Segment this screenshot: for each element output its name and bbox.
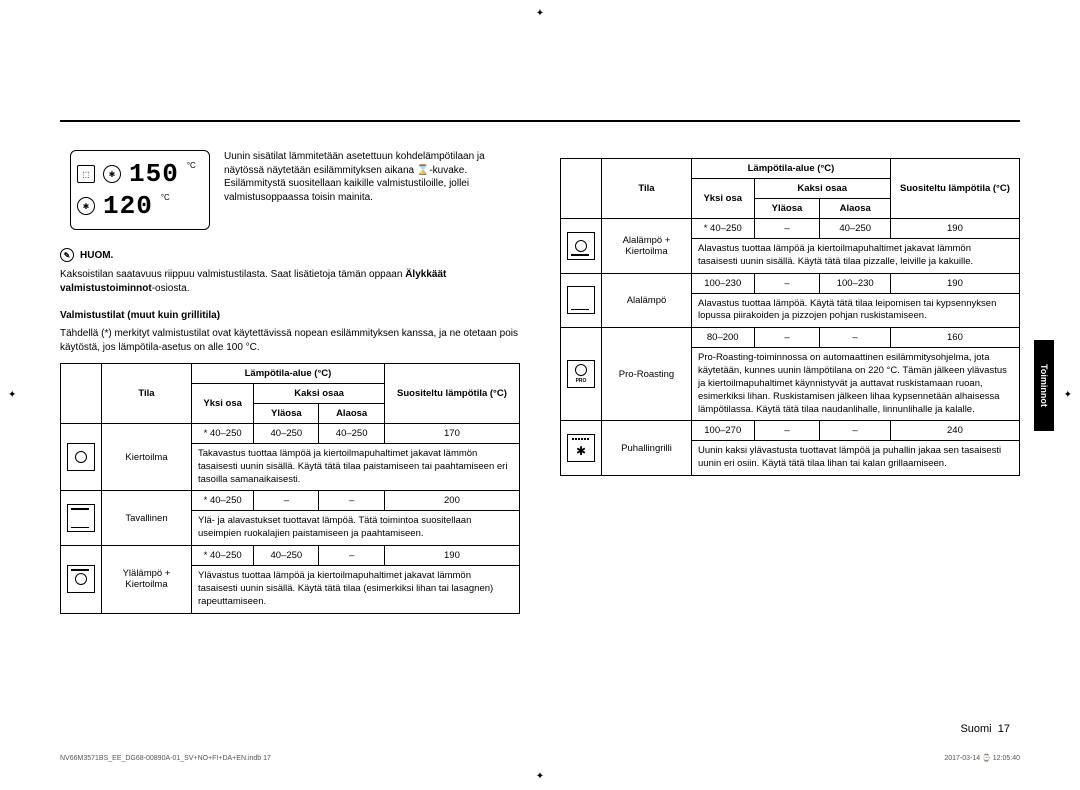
hdr-lower: Alaosa: [820, 199, 890, 219]
mode-desc: Ylä- ja alavastukset tuottavat lämpöä. T…: [192, 511, 520, 546]
page: ⬚ ✱ 150 °C ✱ 120 °C Uunin sisätilat lämm…: [60, 40, 1020, 750]
left-column: ⬚ ✱ 150 °C ✱ 120 °C Uunin sisätilat lämm…: [60, 40, 520, 750]
hdr-lower: Alaosa: [319, 404, 384, 424]
mode-desc: Ylävastus tuottaa lämpöä ja kiertoilmapu…: [192, 566, 520, 613]
convection-icon: [67, 443, 95, 471]
right-column: Tila Lämpötila-alue (°C) Suositeltu lämp…: [560, 40, 1020, 750]
mode-name: Alalämpö + Kiertoilma: [602, 219, 692, 274]
crop-mark-icon: ✦: [8, 390, 16, 401]
footer-file: NV66M3571BS_EE_DG68-00890A-01_SV+NO+FI+D…: [60, 755, 271, 762]
mode-name: Kiertoilma: [102, 424, 192, 491]
mode-name: Puhallingrilli: [602, 421, 692, 476]
hdr-upper: Yläosa: [754, 199, 820, 219]
oven-display: ⬚ ✱ 150 °C ✱ 120 °C: [70, 150, 210, 230]
fan-grill-icon: ✱: [567, 434, 595, 462]
crop-mark-icon: ✦: [536, 8, 544, 19]
unit: °C: [161, 193, 170, 202]
mode-desc: Alavastus tuottaa lämpöä ja kiertoilmapu…: [692, 239, 1020, 274]
mode-desc: Alavastus tuottaa lämpöä. Käytä tätä til…: [692, 293, 1020, 328]
unit: °C: [187, 161, 196, 170]
note-heading: ✎ HUOM.: [60, 248, 520, 262]
hdr-upper: Yläosa: [254, 404, 319, 424]
mode-name: Tavallinen: [102, 491, 192, 546]
hdr-tila: Tila: [602, 159, 692, 219]
hdr-range: Lämpötila-alue (°C): [692, 159, 891, 179]
bottom-heat-icon: [567, 286, 595, 314]
fan-icon: ✱: [77, 197, 95, 215]
hdr-dual: Kaksi osaa: [254, 384, 385, 404]
mode-name: Alalämpö: [602, 273, 692, 328]
para-asterisk: Tähdellä (*) merkityt valmistustilat ova…: [60, 327, 520, 355]
modes-table-2: Tila Lämpötila-alue (°C) Suositeltu lämp…: [560, 158, 1020, 476]
intro-text: Uunin sisätilat lämmitetään asetettuun k…: [224, 150, 520, 204]
hdr-suggest: Suositeltu lämpötila (°C): [384, 364, 519, 424]
mode-name: Ylälämpö + Kiertoilma: [102, 546, 192, 613]
bottom-heat-convection-icon: [567, 232, 595, 260]
hdr-suggest: Suositeltu lämpötila (°C): [890, 159, 1019, 219]
intro-row: ⬚ ✱ 150 °C ✱ 120 °C Uunin sisätilat lämm…: [60, 150, 520, 230]
crop-mark-icon: ✦: [536, 771, 544, 782]
note-body: Kaksoistilan saatavuus riippuu valmistus…: [60, 268, 520, 296]
mode-desc: Pro-Roasting-toiminnossa on automaattine…: [692, 348, 1020, 421]
page-number: Suomi 17: [960, 723, 1010, 735]
hdr-single: Yksi osa: [692, 179, 755, 219]
side-tab: Toiminnot: [1034, 340, 1054, 431]
hdr-dual: Kaksi osaa: [754, 179, 890, 199]
pro-roasting-icon: PRO: [567, 360, 595, 388]
top-heat-convection-icon: [67, 565, 95, 593]
conventional-icon: [67, 504, 95, 532]
mode-name: Pro-Roasting: [602, 328, 692, 421]
crop-mark-icon: ✦: [1064, 390, 1072, 401]
mode-desc: Uunin kaksi ylävastusta tuottavat lämpöä…: [692, 441, 1020, 476]
footer-date: 2017-03-14 ⌚ 12:05:40: [944, 754, 1020, 762]
subhead: Valmistustilat (muut kuin grillitila): [60, 310, 520, 321]
fan-icon: ✱: [103, 165, 121, 183]
mode-desc: Takavastus tuottaa lämpöä ja kiertoilmap…: [192, 444, 520, 491]
hdr-single: Yksi osa: [192, 384, 254, 424]
note-icon: ✎: [60, 248, 74, 262]
temp-upper: 150: [129, 159, 179, 189]
hdr-tila: Tila: [102, 364, 192, 424]
note-label: HUOM.: [80, 250, 113, 261]
cavity-icon: ⬚: [77, 165, 95, 183]
hdr-range: Lämpötila-alue (°C): [192, 364, 385, 384]
modes-table-1: Tila Lämpötila-alue (°C) Suositeltu lämp…: [60, 363, 520, 614]
temp-lower: 120: [103, 191, 153, 221]
